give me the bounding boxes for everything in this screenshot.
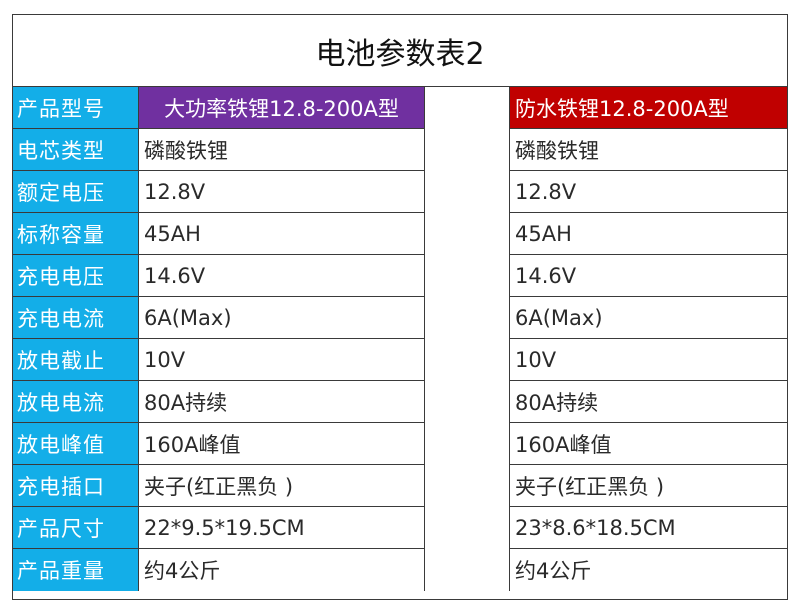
table-row: 标称容量 45AH 45AH	[13, 213, 787, 255]
spacer-column	[425, 423, 510, 465]
product2-value: 6A(Max)	[510, 297, 787, 339]
table-row: 放电峰值 160A峰值 160A峰值	[13, 423, 787, 465]
row-label: 电芯类型	[13, 129, 139, 171]
product1-value: 夹子(红正黑负 )	[139, 465, 425, 507]
header-row: 产品型号 大功率铁锂12.8-200A型 防水铁锂12.8-200A型	[13, 87, 787, 129]
table-row: 放电截止 10V 10V	[13, 339, 787, 381]
spacer-column	[425, 213, 510, 255]
spacer-column	[425, 339, 510, 381]
product2-value: 磷酸铁锂	[510, 129, 787, 171]
spacer-column	[425, 171, 510, 213]
row-label: 充电插口	[13, 465, 139, 507]
spacer-column	[425, 87, 510, 129]
row-label: 放电截止	[13, 339, 139, 381]
row-label: 充电电压	[13, 255, 139, 297]
row-label: 标称容量	[13, 213, 139, 255]
product2-value: 约4公斤	[510, 549, 787, 591]
table-row: 充电电压 14.6V 14.6V	[13, 255, 787, 297]
table-row: 充电插口 夹子(红正黑负 ) 夹子(红正黑负 )	[13, 465, 787, 507]
product2-value: 夹子(红正黑负 )	[510, 465, 787, 507]
table-row: 电芯类型 磷酸铁锂 磷酸铁锂	[13, 129, 787, 171]
row-label: 放电峰值	[13, 423, 139, 465]
spacer-column	[425, 507, 510, 549]
product2-value: 45AH	[510, 213, 787, 255]
product1-value: 磷酸铁锂	[139, 129, 425, 171]
table-row: 产品尺寸 22*9.5*19.5CM 23*8.6*18.5CM	[13, 507, 787, 549]
spacer-column	[425, 381, 510, 423]
product2-value: 80A持续	[510, 381, 787, 423]
table-row: 额定电压 12.8V 12.8V	[13, 171, 787, 213]
battery-spec-table: 电池参数表2 产品型号 大功率铁锂12.8-200A型 防水铁锂12.8-200…	[12, 14, 788, 600]
product2-value: 160A峰值	[510, 423, 787, 465]
row-label: 放电电流	[13, 381, 139, 423]
product2-value: 23*8.6*18.5CM	[510, 507, 787, 549]
product2-value: 10V	[510, 339, 787, 381]
table-title: 电池参数表2	[13, 15, 787, 87]
spacer-column	[425, 255, 510, 297]
product1-value: 12.8V	[139, 171, 425, 213]
table-row: 充电电流 6A(Max) 6A(Max)	[13, 297, 787, 339]
spacer-column	[425, 129, 510, 171]
product2-header: 防水铁锂12.8-200A型	[510, 87, 787, 129]
product1-value: 10V	[139, 339, 425, 381]
spacer-column	[425, 465, 510, 507]
product1-value: 160A峰值	[139, 423, 425, 465]
spacer-column	[425, 297, 510, 339]
product1-value: 80A持续	[139, 381, 425, 423]
product1-value: 约4公斤	[139, 549, 425, 591]
row-label: 产品重量	[13, 549, 139, 591]
header-label: 产品型号	[13, 87, 139, 129]
table-row: 产品重量 约4公斤 约4公斤	[13, 549, 787, 591]
table-row: 放电电流 80A持续 80A持续	[13, 381, 787, 423]
spacer-column	[425, 549, 510, 591]
product1-value: 14.6V	[139, 255, 425, 297]
row-label: 额定电压	[13, 171, 139, 213]
product1-header: 大功率铁锂12.8-200A型	[139, 87, 425, 129]
row-label: 充电电流	[13, 297, 139, 339]
product1-value: 22*9.5*19.5CM	[139, 507, 425, 549]
product1-value: 6A(Max)	[139, 297, 425, 339]
row-label: 产品尺寸	[13, 507, 139, 549]
product2-value: 12.8V	[510, 171, 787, 213]
product2-value: 14.6V	[510, 255, 787, 297]
product1-value: 45AH	[139, 213, 425, 255]
